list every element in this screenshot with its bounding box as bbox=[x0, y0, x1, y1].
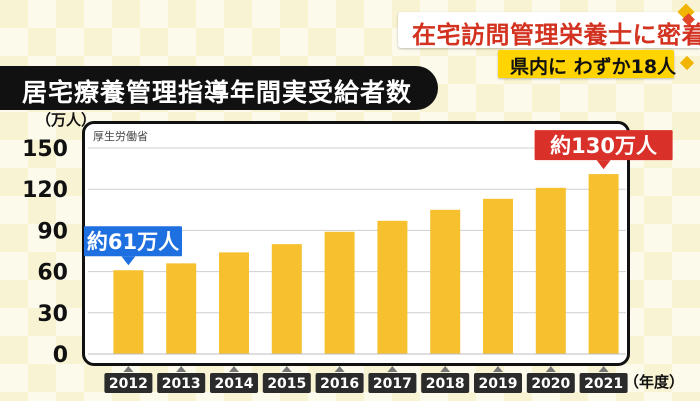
x-tick-box bbox=[104, 373, 153, 393]
callout-pointer-icon bbox=[121, 256, 136, 266]
tick-marker-icon bbox=[387, 366, 398, 372]
tick-marker-icon bbox=[440, 366, 451, 372]
tick-marker-icon bbox=[545, 366, 556, 372]
chart-title: 居宅療養管理指導年間実受給者数 bbox=[22, 78, 413, 107]
bar bbox=[219, 252, 249, 354]
y-tick-label: 30 bbox=[37, 302, 68, 327]
headline-caption: 在宅訪問管理栄養士に密着 bbox=[398, 12, 700, 49]
bar bbox=[166, 263, 197, 354]
bar bbox=[271, 244, 302, 354]
bar bbox=[324, 231, 355, 354]
tick-marker-icon bbox=[123, 366, 134, 372]
x-tick-box bbox=[315, 373, 364, 393]
y-tick-label: 0 bbox=[53, 343, 68, 368]
subhead-caption: 県内に わずか18人 bbox=[498, 50, 677, 78]
tick-marker-icon bbox=[598, 366, 609, 372]
source-label: 厚生労働省 bbox=[93, 130, 148, 143]
headline-text: 在宅訪問管理栄養士に密着 bbox=[412, 21, 700, 49]
bar bbox=[113, 270, 144, 354]
callout-label: 約130万人 bbox=[550, 134, 657, 158]
x-tick-label: 2013 bbox=[162, 376, 201, 392]
x-axis-label: （年度） bbox=[624, 373, 685, 391]
bar bbox=[430, 209, 461, 354]
callout-label: 約61万人 bbox=[87, 230, 179, 254]
x-tick-label: 2012 bbox=[109, 376, 148, 392]
bar bbox=[483, 198, 513, 354]
tick-marker-icon bbox=[493, 366, 503, 372]
tick-marker-icon bbox=[281, 366, 292, 372]
x-tick-label: 2021 bbox=[584, 376, 623, 392]
x-tick-label: 2017 bbox=[373, 376, 412, 392]
bar bbox=[535, 187, 566, 354]
y-tick-label: 150 bbox=[22, 137, 68, 162]
x-tick-label: 2018 bbox=[426, 376, 465, 392]
callout-box bbox=[84, 226, 182, 257]
x-tick-label: 2016 bbox=[320, 376, 359, 392]
y-axis-label: （万人） bbox=[36, 111, 97, 129]
callout-pointer-icon bbox=[596, 160, 611, 170]
x-tick-box bbox=[421, 373, 470, 393]
y-tick-label: 90 bbox=[37, 219, 68, 244]
chart-title-bar: 居宅療養管理指導年間実受給者数 bbox=[0, 66, 438, 110]
tick-marker-icon bbox=[176, 366, 187, 372]
x-tick-box bbox=[579, 373, 628, 393]
x-tick-label: 2014 bbox=[215, 376, 254, 392]
x-tick-box bbox=[157, 373, 206, 393]
x-tick-label: 2015 bbox=[267, 376, 306, 392]
y-tick-label: 120 bbox=[22, 178, 68, 203]
y-tick-label: 60 bbox=[37, 261, 68, 286]
callout-box bbox=[534, 130, 673, 161]
x-tick-box bbox=[474, 373, 522, 393]
x-tick-box bbox=[210, 373, 258, 393]
x-tick-label: 2020 bbox=[531, 376, 570, 392]
subhead-text: 県内に わずか18人 bbox=[510, 56, 677, 78]
x-tick-box bbox=[526, 373, 575, 393]
bar bbox=[588, 174, 619, 354]
x-tick-box bbox=[368, 373, 417, 393]
bar bbox=[377, 220, 408, 354]
tick-marker-icon bbox=[229, 366, 239, 372]
x-tick-box bbox=[262, 373, 311, 393]
x-tick-label: 2019 bbox=[479, 376, 518, 392]
tick-marker-icon bbox=[334, 366, 345, 372]
